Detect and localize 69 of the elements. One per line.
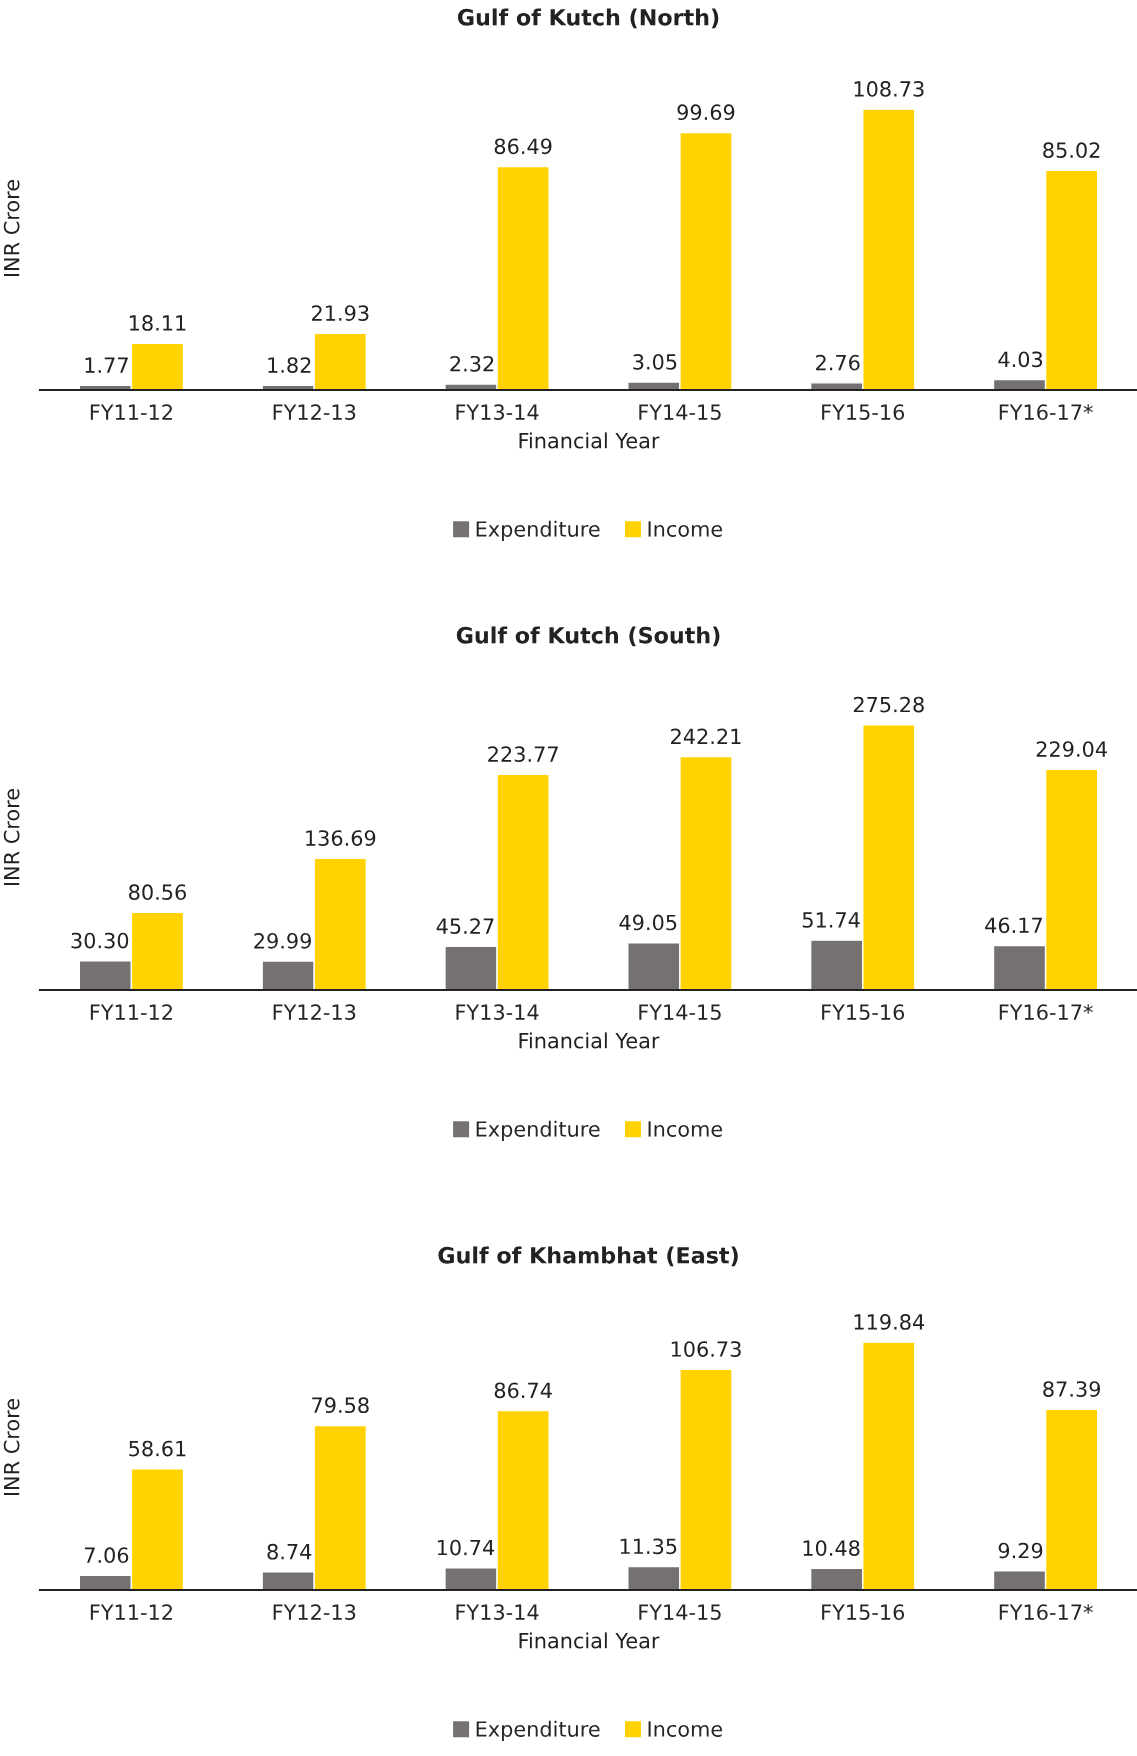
data-label: 30.30 — [71, 932, 129, 949]
chart-title: Gulf of Khambhat (East) — [438, 1246, 738, 1267]
data-label: 275.28 — [853, 696, 924, 713]
data-label: 223.77 — [488, 746, 558, 763]
data-label: 136.69 — [306, 830, 376, 846]
x-tick-label: FY14-15 — [639, 404, 721, 421]
legend-label: Income — [648, 521, 723, 537]
chart-title: Gulf of Kutch (South) — [456, 626, 720, 647]
x-tick-label: FY15-16 — [822, 1004, 905, 1021]
data-label: 11.35 — [620, 1538, 677, 1555]
x-axis-title: Financial Year — [519, 432, 660, 449]
x-tick-label: FY12-13 — [273, 1004, 356, 1021]
x-axis-title: Financial Year — [519, 1032, 660, 1049]
data-label: 21.93 — [312, 305, 369, 321]
x-tick-label: FY16-17* — [999, 1604, 1093, 1621]
x-tick-label: FY11-12 — [90, 1604, 172, 1620]
legend-label: Expenditure — [476, 1120, 600, 1141]
x-tick-label: FY11-12 — [90, 404, 172, 420]
data-label: 45.27 — [436, 918, 494, 935]
data-label: 51.74 — [802, 912, 860, 928]
data-label: 10.48 — [803, 1540, 860, 1556]
data-label: 242.21 — [671, 728, 741, 744]
x-tick-label: FY11-12 — [90, 1004, 172, 1020]
data-label: 58.61 — [129, 1440, 186, 1457]
chart-title: Gulf of Kutch (North) — [457, 8, 719, 29]
y-axis-title: INR Crore — [3, 1399, 20, 1496]
y-axis-title: INR Crore — [3, 789, 20, 886]
data-label: 87.39 — [1043, 1381, 1100, 1397]
x-tick-label: FY16-17* — [999, 1004, 1093, 1021]
legend-label: Income — [648, 1721, 723, 1737]
x-tick-label: FY13-14 — [456, 1004, 539, 1021]
data-label: 1.77 — [85, 357, 128, 373]
data-label: 80.56 — [129, 884, 186, 901]
data-label: 1.82 — [268, 357, 311, 373]
data-label: 9.29 — [998, 1542, 1043, 1559]
legend-label: Income — [648, 1121, 723, 1137]
data-label: 7.06 — [84, 1547, 129, 1564]
data-label: 79.58 — [312, 1397, 369, 1414]
data-label: 106.73 — [671, 1341, 741, 1357]
data-label: 2.32 — [450, 355, 494, 372]
x-tick-label: FY13-14 — [456, 1604, 539, 1621]
x-tick-label: FY14-15 — [639, 1004, 721, 1021]
data-label: 119.84 — [854, 1314, 925, 1330]
x-tick-label: FY12-13 — [273, 404, 356, 421]
data-label: 229.04 — [1036, 741, 1107, 757]
legend-label: Expenditure — [476, 520, 600, 541]
data-label: 29.99 — [254, 932, 311, 949]
data-label: 46.17 — [985, 917, 1042, 934]
data-label: 8.74 — [267, 1543, 312, 1560]
x-tick-label: FY12-13 — [273, 1604, 356, 1621]
legend-label: Expenditure — [476, 1720, 600, 1741]
data-label: 49.05 — [619, 914, 677, 931]
x-tick-label: FY16-17* — [999, 404, 1093, 421]
x-tick-label: FY14-15 — [639, 1604, 721, 1621]
data-label: 85.02 — [1043, 142, 1100, 159]
data-label: 4.03 — [998, 351, 1043, 368]
x-tick-label: FY15-16 — [822, 1604, 905, 1621]
y-axis-title: INR Crore — [3, 180, 20, 277]
data-label: 86.74 — [494, 1382, 552, 1399]
data-label: 108.73 — [854, 81, 924, 97]
x-tick-label: FY15-16 — [822, 404, 905, 421]
data-label: 18.11 — [129, 315, 186, 331]
data-label: 86.49 — [494, 138, 552, 155]
data-label: 99.69 — [677, 104, 735, 121]
data-label: 2.76 — [816, 354, 860, 371]
data-label: 10.74 — [437, 1539, 495, 1556]
x-tick-label: FY13-14 — [456, 404, 539, 421]
x-axis-title: Financial Year — [519, 1632, 660, 1649]
data-label: 3.05 — [633, 353, 677, 370]
